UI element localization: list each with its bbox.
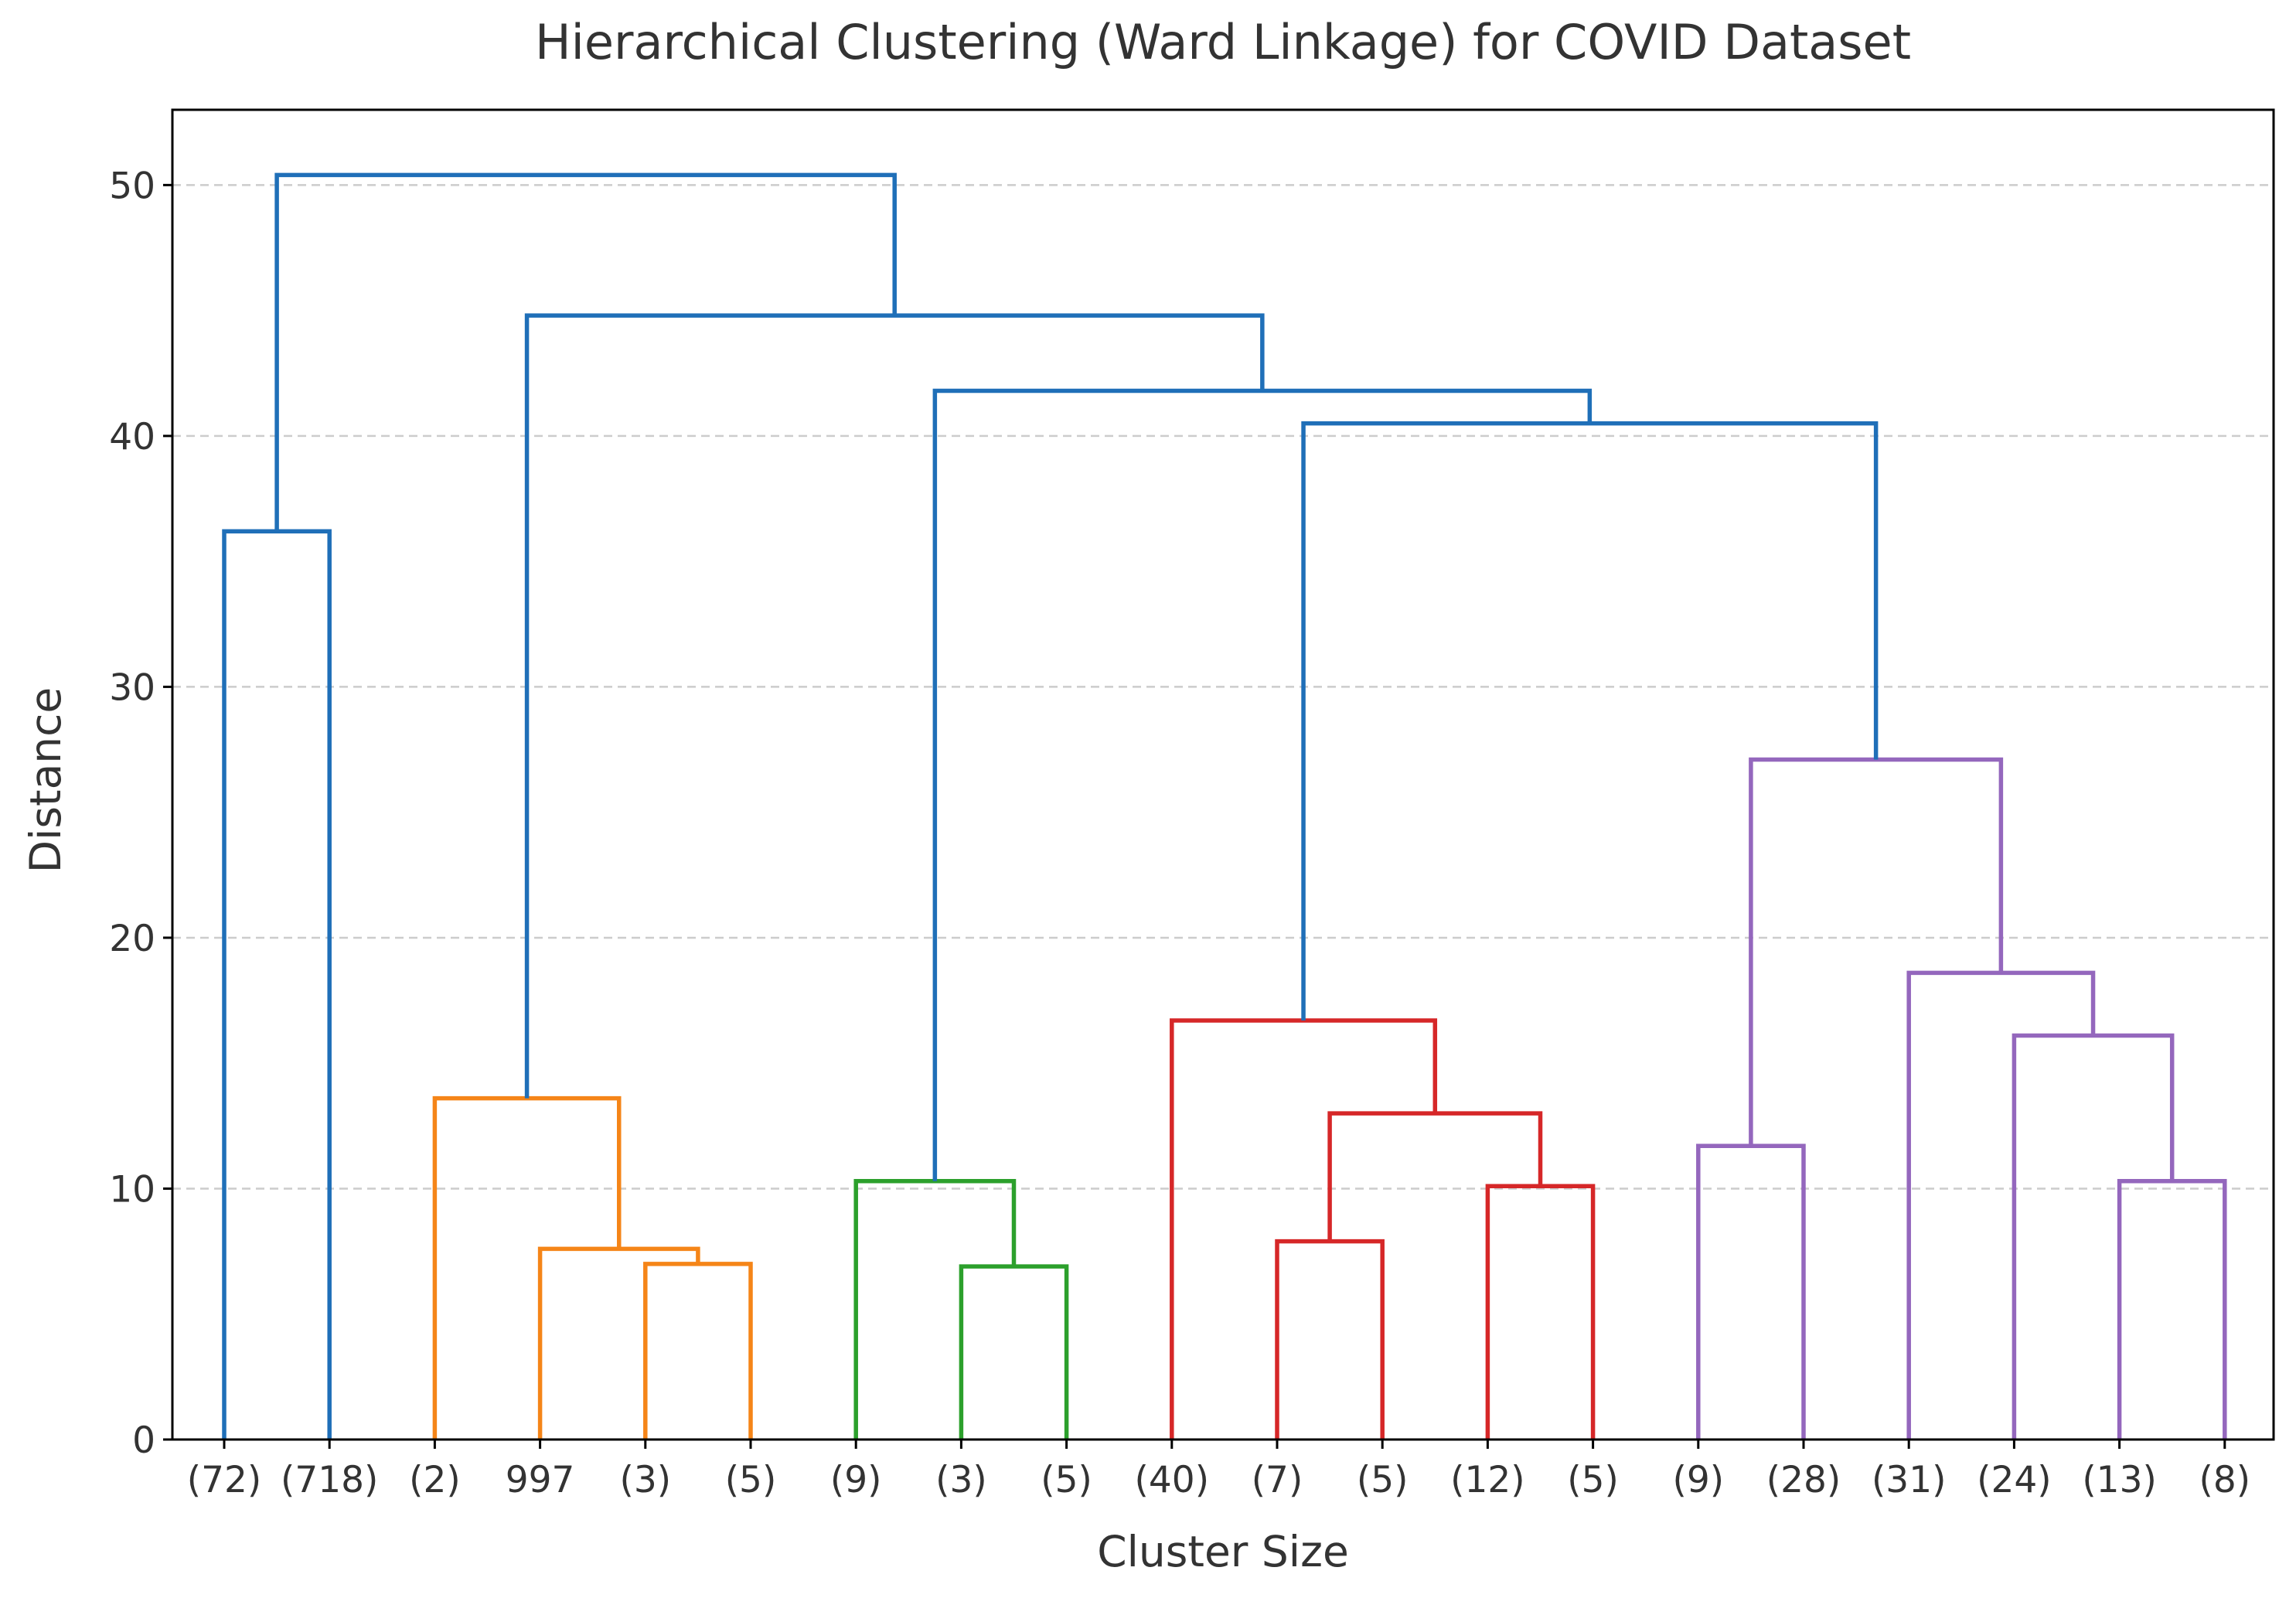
dendrogram-link bbox=[853, 1178, 1017, 1440]
dendrogram-link bbox=[1485, 1184, 1596, 1440]
dendrogram-link bbox=[222, 529, 332, 1440]
y-axis-ticks: 0 10 20 30 40 50 bbox=[109, 165, 172, 1462]
y-tick-label: 20 bbox=[109, 918, 155, 960]
dendrogram-link bbox=[932, 388, 1593, 1181]
leaf-label: (31) bbox=[1872, 1459, 1946, 1501]
leaf-label: (3) bbox=[620, 1459, 672, 1501]
y-tick-label: 10 bbox=[109, 1168, 155, 1211]
leaf-label: (72) bbox=[187, 1459, 261, 1501]
dendrogram-link bbox=[1275, 1239, 1385, 1440]
y-tick-label: 30 bbox=[109, 666, 155, 709]
leaf-label: (24) bbox=[1977, 1459, 2051, 1501]
leaf-label: (5) bbox=[1357, 1459, 1409, 1501]
leaf-label: (40) bbox=[1135, 1459, 1209, 1501]
x-axis-ticks: (72) (718) (2) 997 (3) (5) (9) (3) (5) (40) (7) (5)… bbox=[187, 1440, 2250, 1501]
y-tick-label: 40 bbox=[109, 416, 155, 458]
y-tick-label: 50 bbox=[109, 165, 155, 207]
leaf-label: (9) bbox=[830, 1459, 882, 1501]
dendrogram-links bbox=[222, 172, 2227, 1440]
dendrogram-link bbox=[959, 1264, 1069, 1440]
leaf-label: (718) bbox=[281, 1459, 378, 1501]
leaf-label: (28) bbox=[1766, 1459, 1841, 1501]
leaf-label: (13) bbox=[2082, 1459, 2156, 1501]
dendrogram-link bbox=[432, 1095, 622, 1440]
leaf-label: 997 bbox=[506, 1459, 575, 1501]
leaf-label: (5) bbox=[725, 1459, 777, 1501]
grid-lines bbox=[172, 184, 2274, 1190]
leaf-label: (2) bbox=[409, 1459, 461, 1501]
dendrogram-link bbox=[524, 313, 1265, 1099]
dendrogram-link bbox=[2012, 1033, 2175, 1440]
chart-title: Hierarchical Clustering (Ward Linkage) f… bbox=[535, 14, 1911, 70]
dendrogram-link bbox=[1749, 757, 2004, 1147]
dendrogram-link bbox=[274, 172, 897, 532]
dendrogram-link bbox=[1170, 1018, 1438, 1440]
dendrogram-link bbox=[2117, 1178, 2227, 1440]
dendrogram-link bbox=[1327, 1111, 1543, 1242]
y-tick-label: 0 bbox=[132, 1419, 155, 1462]
leaf-label: (12) bbox=[1450, 1459, 1524, 1501]
dendrogram-link bbox=[1906, 970, 2096, 1440]
leaf-label: (5) bbox=[1567, 1459, 1619, 1501]
x-axis-label: Cluster Size bbox=[1097, 1527, 1349, 1576]
dendrogram-link bbox=[1301, 421, 1879, 1021]
dendrogram-link bbox=[537, 1246, 700, 1440]
leaf-label: (5) bbox=[1041, 1459, 1092, 1501]
leaf-label: (3) bbox=[935, 1459, 987, 1501]
plot-frame bbox=[171, 108, 2275, 1441]
leaf-label: (7) bbox=[1252, 1459, 1303, 1501]
dendrogram-link bbox=[643, 1262, 753, 1440]
leaf-label: (9) bbox=[1673, 1459, 1725, 1501]
dendrogram-link bbox=[1696, 1143, 1806, 1440]
leaf-label: (8) bbox=[2199, 1459, 2251, 1501]
y-axis-label: Distance bbox=[21, 687, 70, 874]
